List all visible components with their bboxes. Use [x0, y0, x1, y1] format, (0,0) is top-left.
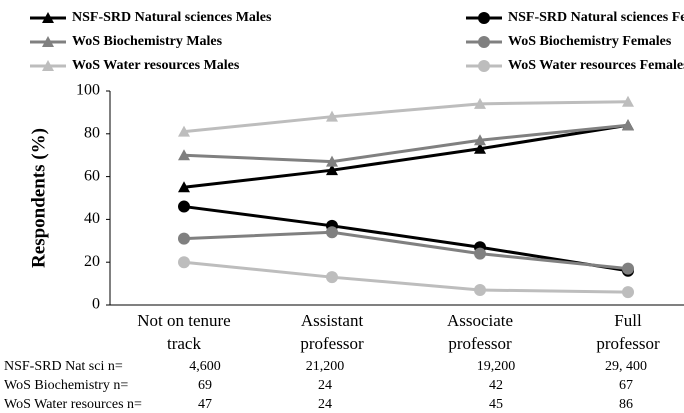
marker — [42, 60, 54, 71]
table-cell: 67 — [619, 378, 633, 393]
x-tick-label: Assistant professor — [300, 311, 364, 353]
marker — [478, 60, 490, 72]
x-tick-label-line: track — [167, 334, 201, 353]
marker — [178, 181, 190, 193]
y-tick-label: 20 — [84, 253, 100, 270]
x-tick-label-line: professor — [300, 334, 364, 353]
table-cell: 45 — [489, 397, 503, 412]
y-tick-label: 60 — [84, 167, 100, 184]
x-tick-label-line: professor — [448, 334, 512, 353]
series-line — [183, 123, 629, 164]
legend-label: NSF-SRD Natural sciences Females — [508, 10, 684, 25]
x-tick-label: Not on tenure track — [137, 311, 230, 353]
table-cell: 29, 400 — [605, 359, 647, 374]
x-tick-label: Full professor — [596, 311, 660, 353]
legend: NSF-SRD Natural sciences Males NSF-SRD Na… — [30, 10, 684, 73]
marker — [474, 134, 486, 146]
x-tick-label-line: Not on tenure — [137, 311, 230, 330]
x-tick-label: Associate professor — [447, 311, 513, 353]
series-line — [183, 205, 629, 273]
marker — [478, 12, 490, 24]
legend-label: WoS Water resources Females — [508, 58, 684, 73]
marker — [178, 149, 190, 161]
y-tick-label: 0 — [92, 296, 100, 313]
marker — [326, 226, 338, 239]
table-cell: 69 — [198, 378, 212, 393]
marker — [42, 12, 54, 23]
marker — [474, 247, 486, 260]
legend-label: WoS Water resources Males — [72, 58, 240, 73]
marker — [178, 232, 190, 245]
legend-label: NSF-SRD Natural sciences Males — [72, 10, 272, 25]
marker — [478, 36, 490, 48]
y-tick-label: 100 — [76, 82, 100, 99]
x-tick-label-line: Associate — [447, 311, 513, 330]
marker — [474, 97, 486, 109]
series-line — [183, 230, 629, 271]
x-tick-label-line: Full — [614, 311, 642, 330]
table-cell: 47 — [198, 397, 212, 412]
table-cell: 21,200 — [306, 359, 345, 374]
marker — [178, 256, 190, 269]
marker — [474, 284, 486, 297]
table-row-label: WoS Biochemistry n= — [4, 378, 128, 393]
series-line — [183, 100, 629, 134]
marker — [178, 125, 190, 137]
marker — [622, 286, 634, 299]
series-line — [183, 123, 629, 189]
marker — [622, 95, 634, 107]
x-tick-label-line: professor — [596, 334, 660, 353]
y-tick-label: 80 — [84, 124, 100, 141]
marker — [42, 36, 54, 47]
marker — [622, 262, 634, 275]
legend-label: WoS Biochemistry Females — [508, 34, 672, 49]
table-row-label: WoS Water resources n= — [4, 397, 142, 412]
table-cell: 42 — [489, 378, 503, 393]
y-axis-label: Respondents (%) — [28, 128, 49, 268]
table-cell: 24 — [318, 378, 332, 393]
table-row-label: NSF-SRD Nat sci n= — [4, 359, 123, 374]
table-cell: 19,200 — [477, 359, 516, 374]
marker — [326, 164, 338, 176]
marker — [178, 200, 190, 213]
legend-label: WoS Biochemistry Males — [72, 34, 223, 49]
marker — [326, 155, 338, 167]
marker — [326, 110, 338, 122]
table-cell: 24 — [318, 397, 332, 412]
marker — [326, 271, 338, 284]
table-cell: 86 — [619, 397, 633, 412]
series-line — [183, 260, 629, 294]
table-cell: 4,600 — [189, 359, 221, 374]
y-tick-label: 40 — [84, 210, 100, 227]
x-tick-label-line: Assistant — [301, 311, 364, 330]
marker — [622, 119, 634, 131]
marker — [474, 142, 486, 154]
